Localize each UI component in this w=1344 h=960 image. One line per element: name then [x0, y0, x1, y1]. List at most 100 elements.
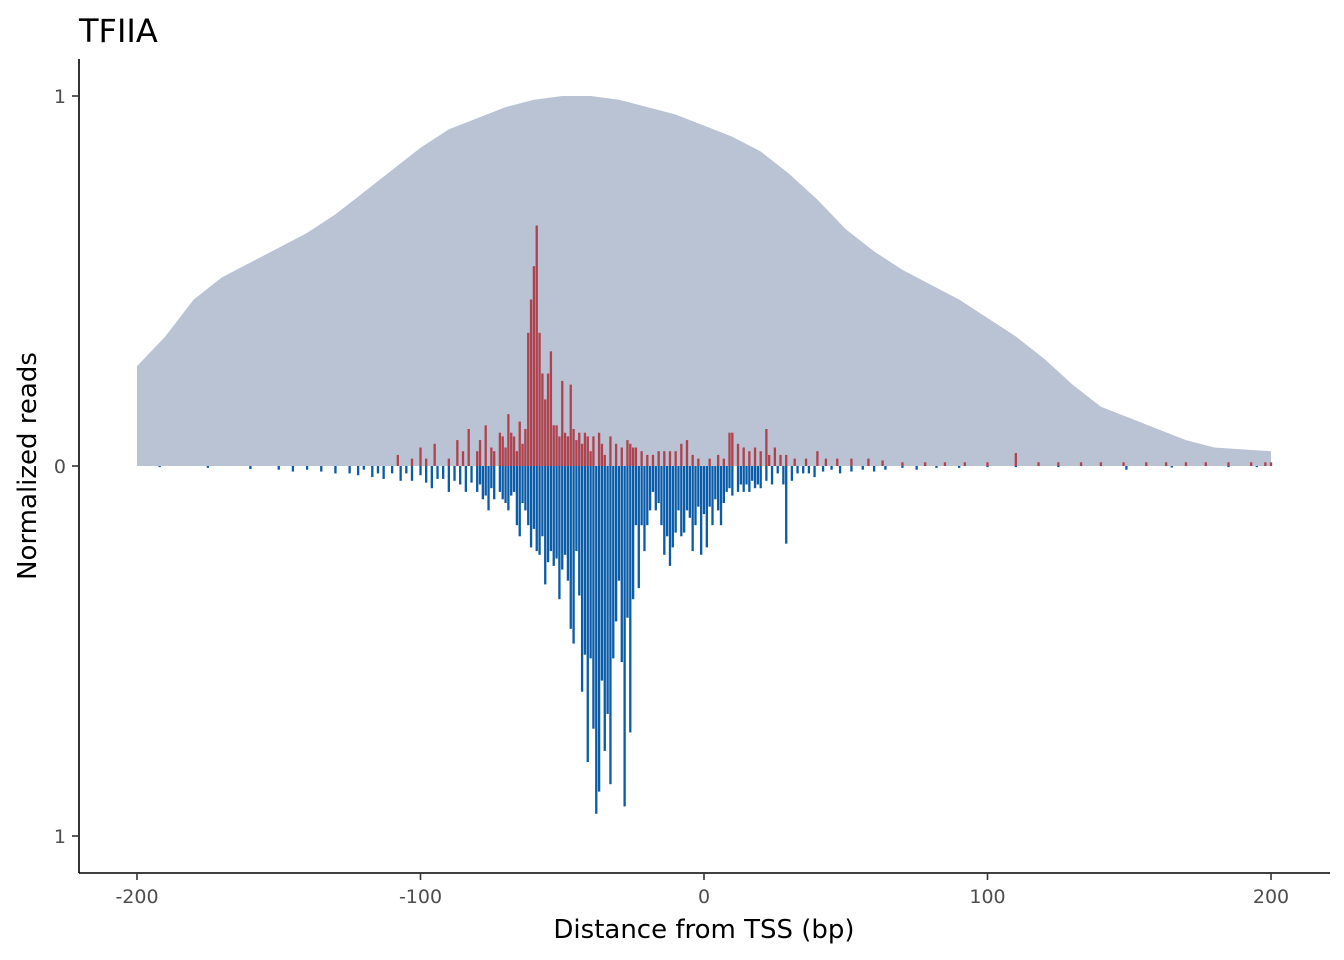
negative-strand-bar — [527, 466, 530, 526]
negative-strand-bar — [476, 466, 479, 492]
negative-strand-bar — [637, 466, 640, 589]
positive-strand-bar — [731, 432, 734, 466]
negative-strand-bar — [1125, 466, 1128, 470]
negative-strand-bar — [498, 466, 502, 492]
negative-strand-bar — [334, 466, 337, 474]
positive-strand-bar — [1122, 462, 1125, 466]
negative-strand-bar — [796, 466, 799, 474]
negative-strand-bar — [493, 466, 496, 500]
negative-strand-bar — [660, 466, 663, 526]
negative-strand-bar — [623, 466, 626, 807]
negative-strand-bar — [546, 466, 550, 563]
negative-strand-bar — [470, 466, 473, 483]
positive-strand-bar — [501, 436, 504, 466]
negative-strand-bar — [399, 466, 402, 481]
positive-strand-bar — [456, 440, 459, 466]
negative-strand-bar — [356, 466, 360, 476]
negative-strand-bar — [748, 466, 751, 492]
negative-strand-bar — [745, 466, 748, 485]
positive-strand-bar — [478, 440, 482, 466]
positive-strand-bar — [410, 458, 414, 466]
negative-strand-bar — [700, 466, 703, 555]
positive-strand-bar — [728, 432, 731, 466]
positive-strand-bar — [963, 462, 966, 466]
positive-strand-bar — [629, 443, 632, 466]
negative-strand-bar — [515, 466, 519, 526]
negative-strand-bar — [572, 466, 575, 644]
y-tick-label: 0 — [54, 456, 66, 478]
negative-strand-bars — [158, 466, 1258, 814]
plot-area — [137, 96, 1273, 814]
negative-strand-bar — [677, 466, 680, 511]
negative-strand-bar — [552, 466, 555, 566]
positive-strand-bar — [631, 447, 635, 466]
positive-strand-bar — [785, 454, 788, 466]
negative-strand-bar — [685, 466, 689, 511]
negative-strand-bar — [612, 466, 615, 659]
positive-strand-bar — [558, 436, 561, 466]
negative-strand-bar — [501, 466, 504, 500]
negative-strand-bar — [592, 466, 595, 729]
negative-strand-bar — [719, 466, 723, 526]
negative-strand-bar — [277, 466, 280, 470]
negative-strand-bar — [586, 466, 589, 762]
positive-strand-bar — [1264, 462, 1267, 466]
y-tick-label: 1 — [54, 826, 66, 848]
negative-strand-bar — [430, 466, 433, 489]
x-axis-title: Distance from TSS (bp) — [553, 915, 854, 945]
negative-strand-bar — [382, 466, 385, 479]
positive-strand-bar — [504, 447, 507, 466]
positive-strand-bar — [923, 462, 927, 466]
negative-strand-bar — [643, 466, 646, 552]
negative-strand-bar — [782, 466, 785, 485]
positive-strand-bar — [583, 432, 587, 466]
negative-strand-bar — [725, 466, 728, 492]
positive-strand-bar — [717, 454, 720, 466]
positive-strand-bar — [779, 454, 782, 466]
x-tick-label: -100 — [399, 886, 442, 908]
positive-strand-bar — [555, 425, 558, 466]
negative-strand-bar — [555, 466, 558, 559]
positive-strand-bar — [578, 432, 581, 466]
negative-strand-bar — [569, 466, 572, 629]
negative-strand-bar — [631, 466, 635, 600]
x-tick-label: -200 — [115, 886, 158, 908]
positive-strand-bar — [490, 447, 493, 466]
negative-strand-bar — [736, 466, 740, 492]
positive-strand-bar — [646, 454, 649, 466]
positive-strand-bar — [1269, 462, 1273, 466]
negative-strand-bar — [320, 466, 323, 472]
positive-strand-bar — [572, 429, 575, 466]
negative-strand-bar — [603, 466, 606, 751]
negative-strand-bar — [518, 466, 521, 537]
positive-strand-bar — [535, 225, 538, 466]
positive-strand-bar — [538, 332, 541, 466]
x-tick-label: 200 — [1253, 886, 1289, 908]
negative-strand-bar — [447, 466, 451, 492]
positive-strand-bar — [549, 351, 553, 466]
positive-strand-bar — [493, 451, 496, 466]
negative-strand-bar — [561, 466, 564, 570]
negative-strand-bar — [935, 466, 938, 468]
positive-strand-bar — [901, 462, 904, 466]
negative-strand-bar — [549, 466, 553, 552]
positive-strand-bar — [563, 432, 567, 466]
negative-strand-bar — [1227, 466, 1230, 468]
positive-strand-bar — [589, 451, 592, 466]
negative-strand-bar — [620, 466, 623, 663]
positive-strand-bar — [614, 443, 618, 466]
positive-strand-bar — [620, 447, 623, 466]
negative-strand-bar — [1170, 466, 1173, 468]
negative-strand-bar — [722, 466, 725, 503]
positive-strand-bar — [1227, 462, 1230, 466]
negative-strand-bar — [714, 466, 717, 500]
positive-strand-bar — [793, 458, 796, 466]
positive-strand-bar — [1037, 462, 1040, 466]
negative-strand-bar — [717, 466, 720, 511]
positive-strand-bar — [836, 458, 839, 466]
negative-strand-bar — [362, 466, 365, 470]
negative-strand-bar — [158, 466, 161, 468]
positive-strand-bar — [498, 432, 502, 466]
positive-strand-bar — [476, 451, 479, 466]
